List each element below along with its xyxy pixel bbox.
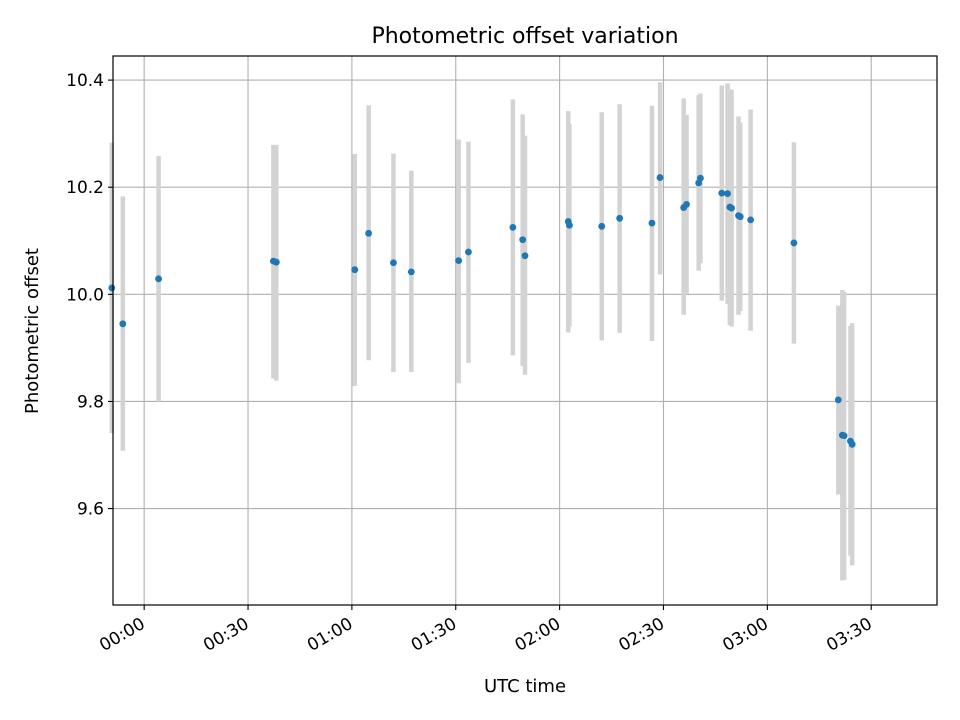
data-point (155, 275, 162, 283)
data-point (407, 268, 415, 276)
data-point (736, 213, 744, 221)
x-axis-label: UTC time (484, 676, 566, 697)
data-point (728, 204, 735, 212)
point-layer (108, 174, 856, 448)
data-point (521, 252, 529, 260)
data-point (840, 432, 848, 440)
y-tick-label: 9.8 (77, 392, 104, 412)
data-point (465, 248, 472, 256)
data-point (656, 174, 664, 181)
y-tick-label: 9.6 (77, 500, 104, 520)
data-point (697, 174, 704, 182)
data-point (390, 259, 397, 267)
data-point (455, 257, 463, 265)
data-point (566, 221, 573, 229)
y-tick-label: 10.2 (66, 178, 104, 198)
data-point (648, 219, 656, 227)
data-point (718, 189, 726, 197)
data-point (616, 214, 624, 222)
data-point (848, 440, 856, 448)
data-point (351, 266, 359, 274)
data-point (598, 222, 606, 230)
data-point (119, 320, 127, 328)
data-point (724, 190, 731, 198)
data-point (790, 239, 798, 247)
data-point (509, 223, 517, 231)
data-point (519, 236, 527, 244)
y-tick-label: 10.0 (66, 285, 104, 305)
data-point (747, 216, 755, 224)
data-point (834, 396, 842, 404)
data-point (272, 258, 280, 266)
data-point (683, 200, 690, 208)
plot-frame (112, 55, 938, 606)
y-axis-label: Photometric offset (22, 248, 43, 414)
data-point (108, 284, 116, 292)
chart-title: Photometric offset variation (371, 24, 678, 49)
y-tick-label: 10.4 (66, 71, 104, 91)
data-point (365, 229, 373, 237)
